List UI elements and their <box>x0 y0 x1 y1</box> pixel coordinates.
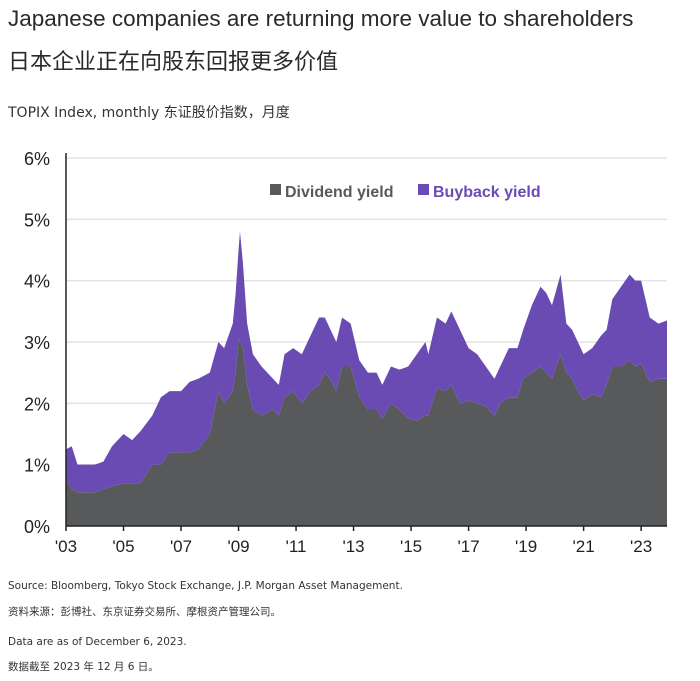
legend-swatch-dividend <box>270 184 281 195</box>
legend: Dividend yield Buyback yield <box>270 184 541 201</box>
date-note: Data are as of December 6, 2023. <box>8 636 187 648</box>
source-note: Source: Bloomberg, Tokyo Stock Exchange,… <box>8 580 403 592</box>
x-tick-label: '03 <box>55 537 77 556</box>
x-tick-label: '07 <box>170 537 192 556</box>
area-buyback-yield <box>66 231 667 493</box>
x-tick-label: '21 <box>573 537 595 556</box>
chart-title-cn: 日本企业正在向股东回报更多价值 <box>8 50 339 75</box>
legend-swatch-buyback <box>418 184 429 195</box>
x-tick-label: '13 <box>342 537 364 556</box>
x-tick-label: '09 <box>227 537 249 556</box>
y-tick-label: 1% <box>24 456 50 476</box>
y-tick-label: 4% <box>24 272 50 292</box>
date-note-cn: 数据截至 2023 年 12 月 6 日。 <box>8 661 159 673</box>
y-tick-label: 6% <box>24 149 50 169</box>
x-tick-label: '15 <box>400 537 422 556</box>
y-tick-label: 0% <box>24 517 50 537</box>
x-tick-label: '11 <box>286 537 307 556</box>
legend-label-buyback: Buyback yield <box>433 184 541 201</box>
source-note-cn: 资料来源：彭博社、东京证券交易所、摩根资产管理公司。 <box>8 606 281 618</box>
chart-title: Japanese companies are returning more va… <box>8 6 634 31</box>
y-tick-label: 5% <box>24 210 50 230</box>
chart-subtitle: TOPIX Index, monthly 东证股价指数，月度 <box>8 105 290 121</box>
x-tick-label: '17 <box>458 537 480 556</box>
x-tick-label: '19 <box>515 537 537 556</box>
area-dividend-yield <box>66 338 667 526</box>
y-tick-label: 2% <box>24 394 50 414</box>
legend-label-dividend: Dividend yield <box>285 184 393 201</box>
x-tick-label: '23 <box>630 537 652 556</box>
y-tick-label: 3% <box>24 333 50 353</box>
x-tick-label: '05 <box>112 537 134 556</box>
